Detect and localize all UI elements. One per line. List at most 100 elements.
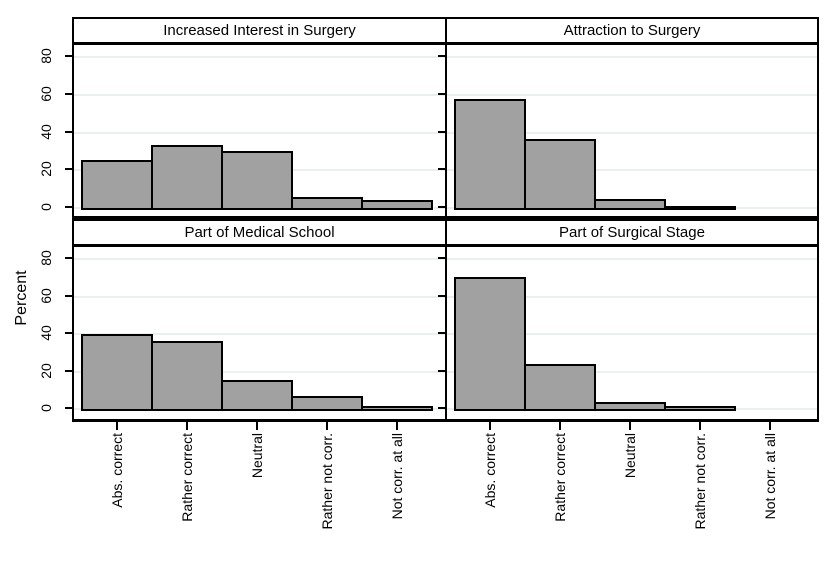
x-tick-label: Abs. correct [481, 433, 499, 508]
y-tick-label: 20 [38, 161, 54, 178]
bar [221, 380, 293, 411]
bar [221, 151, 293, 210]
x-tick-label: Not corr. at all [388, 433, 406, 519]
x-tick-label: Rather correct [551, 433, 569, 522]
x-tick-label: Not corr. at all [761, 433, 779, 519]
gridline [447, 333, 817, 335]
y-axis-tick [438, 206, 445, 208]
bar [524, 139, 596, 210]
panel-title-part-of-surgical-stage: Part of Surgical Stage [445, 219, 819, 247]
y-axis-tick [438, 130, 445, 133]
y-axis-tick [65, 168, 72, 171]
x-axis-tick [489, 422, 491, 430]
y-axis-tick [65, 92, 72, 95]
bar [291, 396, 363, 411]
y-axis-tick [438, 55, 445, 58]
gridline [74, 295, 445, 298]
bar [594, 402, 666, 411]
y-axis-tick [65, 55, 72, 58]
x-axis-tick [629, 422, 631, 430]
gridline [74, 56, 445, 59]
y-axis-tick [65, 206, 72, 208]
x-tick-label-text: Neutral [249, 433, 265, 479]
x-tick-label-text: Rather correct [179, 433, 195, 522]
x-tick-label: Rather correct [178, 433, 196, 522]
y-axis-tick [438, 257, 445, 259]
y-tick-label: 80 [38, 250, 54, 266]
panel-title-increased-interest-in-surgery: Increased Interest in Surgery [72, 17, 445, 45]
gridline [74, 131, 445, 134]
x-tick-label-text: Rather not corr. [319, 433, 335, 530]
y-axis-tick [65, 332, 72, 334]
gridline [74, 93, 445, 96]
x-tick-label: Rather not corr. [691, 433, 709, 530]
x-axis-tick [769, 422, 771, 430]
bar [454, 277, 526, 411]
x-tick-label: Abs. correct [108, 433, 126, 508]
x-tick-label: Neutral [248, 433, 266, 478]
y-axis-tick [65, 369, 72, 372]
x-axis-tick [116, 422, 118, 430]
gridline [447, 258, 817, 260]
bar [81, 160, 153, 210]
panel-title-part-of-medical-school: Part of Medical School [72, 219, 445, 247]
y-axis-tick [438, 407, 445, 409]
bar [594, 199, 666, 210]
x-axis-tick [559, 422, 561, 430]
x-tick-label-text: Rather not corr. [692, 433, 708, 530]
plot-area-increased-interest-in-surgery [72, 45, 445, 219]
bar [151, 145, 223, 210]
plot-area-attraction-to-surgery [445, 45, 819, 219]
bar [361, 406, 433, 411]
y-tick-label: 0 [38, 203, 54, 211]
gridline [447, 169, 817, 172]
bar [664, 206, 736, 210]
x-tick-label-text: Rather correct [552, 433, 568, 522]
y-tick-label: 20 [38, 362, 54, 379]
panel-title-attraction-to-surgery: Attraction to Surgery [445, 17, 819, 45]
x-tick-label-text: Abs. correct [109, 433, 125, 508]
x-tick-label: Rather not corr. [318, 433, 336, 530]
y-axis-tick [65, 257, 72, 259]
y-axis-title: Percent [13, 270, 30, 326]
gridline [447, 295, 817, 298]
x-tick-label-text: Not corr. at all [762, 433, 778, 520]
bar [454, 99, 526, 210]
gridline [74, 370, 445, 373]
y-axis-tick [438, 369, 445, 372]
y-axis-tick [65, 407, 72, 409]
y-tick-label: 0 [38, 404, 54, 412]
y-axis-tick [438, 92, 445, 95]
gridline [447, 370, 817, 373]
y-axis-tick [438, 332, 445, 334]
y-axis-tick [65, 130, 72, 133]
gridline [447, 56, 817, 59]
y-tick-label: 60 [38, 287, 54, 304]
bar [664, 406, 736, 411]
x-tick-label-text: Neutral [622, 433, 638, 479]
gridline [74, 258, 445, 260]
y-tick-label: 40 [38, 123, 54, 140]
bar [81, 334, 153, 411]
x-tick-label-text: Not corr. at all [389, 433, 405, 520]
x-axis-tick [186, 422, 188, 430]
gridline [447, 93, 817, 96]
gridline [74, 333, 445, 335]
plot-area-part-of-medical-school [72, 247, 445, 422]
gridline [447, 131, 817, 134]
bar [291, 197, 363, 210]
x-tick-label-text: Abs. correct [482, 433, 498, 508]
y-axis-tick [438, 294, 445, 297]
y-tick-label: 80 [38, 48, 54, 64]
x-axis-tick [256, 422, 258, 430]
bar [361, 200, 433, 210]
y-tick-label: 60 [38, 86, 54, 102]
x-tick-label: Neutral [621, 433, 639, 478]
y-axis-tick [438, 168, 445, 171]
y-axis-tick [65, 294, 72, 297]
plot-area-part-of-surgical-stage [445, 247, 819, 422]
bar [151, 341, 223, 411]
x-axis-tick [326, 422, 328, 430]
x-axis-tick [699, 422, 701, 430]
